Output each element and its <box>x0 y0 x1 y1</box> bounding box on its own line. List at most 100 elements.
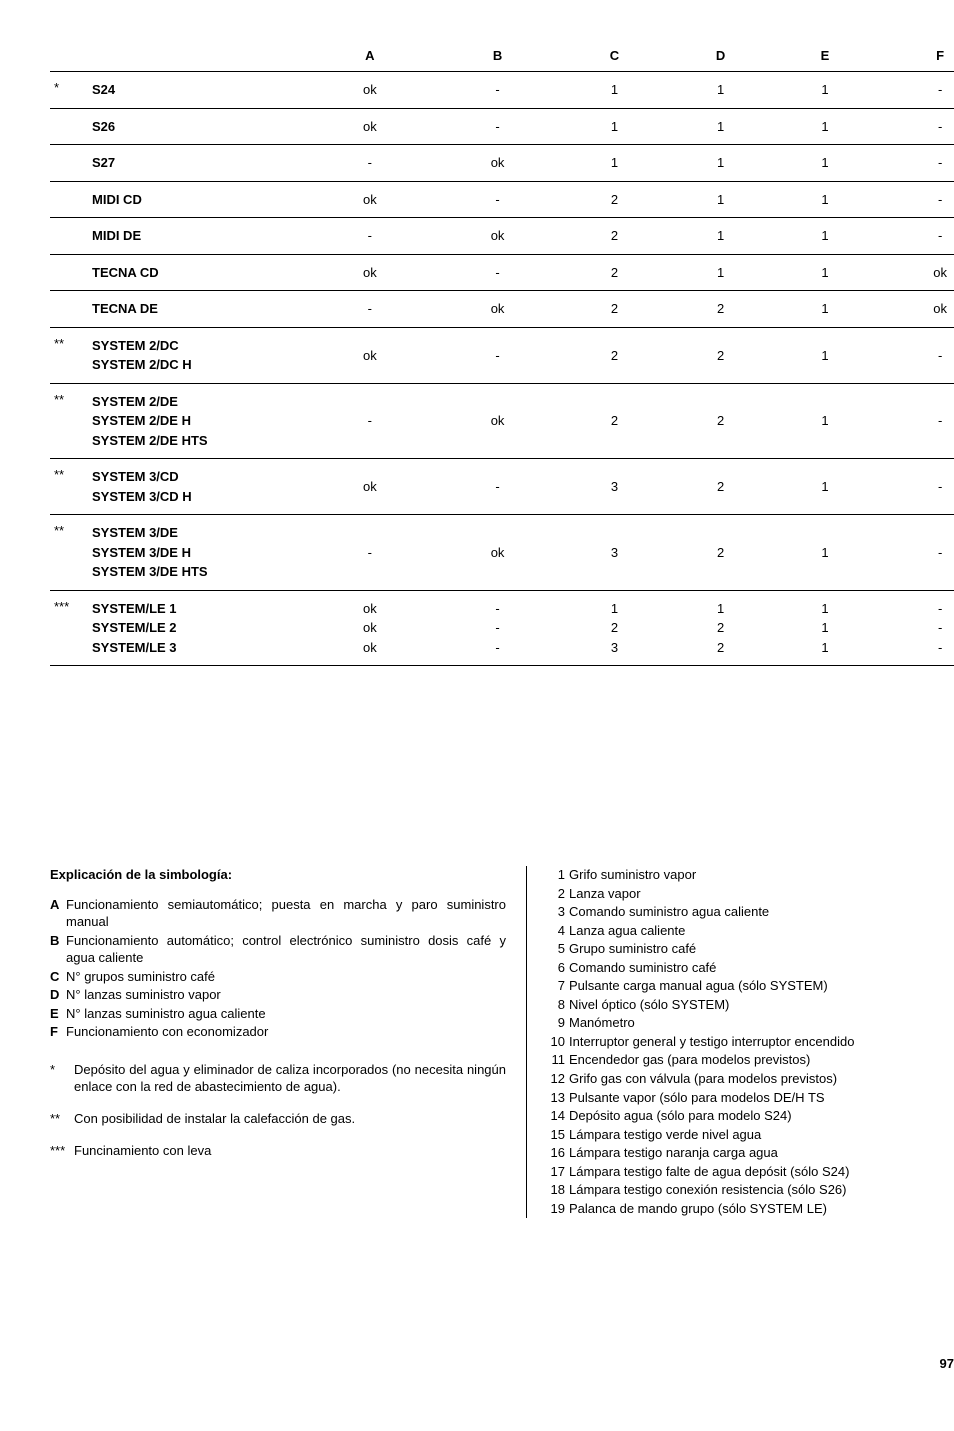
table-cell: ok <box>306 72 434 109</box>
letter-item: DN° lanzas suministro vapor <box>50 986 506 1004</box>
row-label: SYSTEM 2/DESYSTEM 2/DE HSYSTEM 2/DE HTS <box>86 383 306 459</box>
table-cell: - <box>434 459 562 515</box>
table-row: MIDI CDok-211- <box>50 181 954 218</box>
col-A: A <box>306 40 434 72</box>
letter-text: Funcionamiento semiautomático; puesta en… <box>66 896 506 931</box>
letter-text: N° lanzas suministro vapor <box>66 986 506 1004</box>
row-star: ** <box>50 383 86 459</box>
letter-text: Funcionamiento con economizador <box>66 1023 506 1041</box>
numbered-definitions: 1Grifo suministro vapor2Lanza vapor3Coma… <box>547 866 954 1217</box>
table-cell: - <box>434 327 562 383</box>
numbered-item: 7Pulsante carga manual agua (sólo SYSTEM… <box>547 977 954 995</box>
table-cell: 1 <box>774 327 877 383</box>
table-cell: - <box>876 145 954 182</box>
item-text: Lámpara testigo verde nivel agua <box>569 1126 954 1144</box>
item-text: Lanza agua caliente <box>569 922 954 940</box>
table-cell: 1 <box>561 108 667 145</box>
table-cell: 2 <box>561 254 667 291</box>
table-cell: - <box>434 181 562 218</box>
legend-left-column: Explicación de la simbología: AFuncionam… <box>50 866 527 1218</box>
item-text: Interruptor general y testigo interrupto… <box>569 1033 954 1051</box>
item-number: 16 <box>547 1144 569 1162</box>
numbered-item: 2Lanza vapor <box>547 885 954 903</box>
item-text: Palanca de mando grupo (sólo SYSTEM LE) <box>569 1200 954 1218</box>
table-cell: - <box>434 254 562 291</box>
letter-text: Funcionamiento automático; control elect… <box>66 932 506 967</box>
footnote-key: *** <box>50 1142 74 1160</box>
table-cell: 1 <box>561 145 667 182</box>
letter-text: N° lanzas suministro agua caliente <box>66 1005 506 1023</box>
letter-definitions: AFuncionamiento semiautomático; puesta e… <box>50 896 506 1041</box>
table-cell: - <box>306 515 434 591</box>
table-cell: 2 <box>561 181 667 218</box>
row-label: SYSTEM/LE 1SYSTEM/LE 2SYSTEM/LE 3 <box>86 590 306 666</box>
item-number: 15 <box>547 1126 569 1144</box>
table-cell: 1 <box>668 218 774 255</box>
item-text: Manómetro <box>569 1014 954 1032</box>
letter-key: A <box>50 896 66 931</box>
table-header-row: A B C D E F <box>50 40 954 72</box>
table-cell: ok <box>876 291 954 328</box>
numbered-item: 16Lámpara testigo naranja carga agua <box>547 1144 954 1162</box>
table-cell: 2 <box>561 291 667 328</box>
footnote-text: Con posibilidad de instalar la calefacci… <box>74 1110 506 1128</box>
item-number: 1 <box>547 866 569 884</box>
letter-item: EN° lanzas suministro agua caliente <box>50 1005 506 1023</box>
table-cell: 1 <box>774 108 877 145</box>
item-text: Nivel óptico (sólo SYSTEM) <box>569 996 954 1014</box>
footnote-item: *Depósito del agua y eliminador de caliz… <box>50 1061 506 1096</box>
table-cell: - <box>876 515 954 591</box>
table-cell: 1 <box>774 383 877 459</box>
numbered-item: 9Manómetro <box>547 1014 954 1032</box>
table-cell: 1 <box>668 254 774 291</box>
table-cell: ok <box>434 515 562 591</box>
header-blank-star <box>50 40 86 72</box>
item-number: 3 <box>547 903 569 921</box>
item-text: Pulsante carga manual agua (sólo SYSTEM) <box>569 977 954 995</box>
item-number: 14 <box>547 1107 569 1125</box>
letter-text: N° grupos suministro café <box>66 968 506 986</box>
item-number: 12 <box>547 1070 569 1088</box>
table-cell: 2 <box>561 327 667 383</box>
table-cell: - <box>876 327 954 383</box>
row-label: S26 <box>86 108 306 145</box>
table-cell: 1 <box>774 459 877 515</box>
footnote-item: **Con posibilidad de instalar la calefac… <box>50 1110 506 1128</box>
table-cell: 2 <box>561 218 667 255</box>
numbered-item: 15Lámpara testigo verde nivel agua <box>547 1126 954 1144</box>
table-row: **SYSTEM 3/CDSYSTEM 3/CD Hok-321- <box>50 459 954 515</box>
page-number: 97 <box>940 1356 954 1371</box>
item-number: 2 <box>547 885 569 903</box>
item-text: Depósito agua (sólo para modelo S24) <box>569 1107 954 1125</box>
table-cell: 1 <box>774 291 877 328</box>
table-cell: 1 <box>774 72 877 109</box>
row-label: TECNA CD <box>86 254 306 291</box>
table-cell: ok <box>306 108 434 145</box>
numbered-item: 12Grifo gas con válvula (para modelos pr… <box>547 1070 954 1088</box>
item-text: Comando suministro agua caliente <box>569 903 954 921</box>
numbered-item: 10Interruptor general y testigo interrup… <box>547 1033 954 1051</box>
col-C: C <box>561 40 667 72</box>
col-D: D <box>668 40 774 72</box>
table-cell: 2 <box>668 459 774 515</box>
item-number: 6 <box>547 959 569 977</box>
table-row: TECNA CDok-211ok <box>50 254 954 291</box>
row-label: SYSTEM 3/CDSYSTEM 3/CD H <box>86 459 306 515</box>
letter-key: D <box>50 986 66 1004</box>
footnote-key: * <box>50 1061 74 1096</box>
table-cell: 1 <box>774 145 877 182</box>
item-number: 18 <box>547 1181 569 1199</box>
numbered-item: 8Nivel óptico (sólo SYSTEM) <box>547 996 954 1014</box>
item-text: Comando suministro café <box>569 959 954 977</box>
item-text: Encendedor gas (para modelos previstos) <box>569 1051 954 1069</box>
footnote-text: Funcinamiento con leva <box>74 1142 506 1160</box>
legend-section: Explicación de la simbología: AFuncionam… <box>50 866 954 1218</box>
letter-key: C <box>50 968 66 986</box>
numbered-item: 5Grupo suministro café <box>547 940 954 958</box>
table-cell: ok <box>434 291 562 328</box>
letter-key: E <box>50 1005 66 1023</box>
letter-item: BFuncionamiento automático; control elec… <box>50 932 506 967</box>
table-cell: - <box>876 181 954 218</box>
item-number: 10 <box>547 1033 569 1051</box>
item-number: 17 <box>547 1163 569 1181</box>
